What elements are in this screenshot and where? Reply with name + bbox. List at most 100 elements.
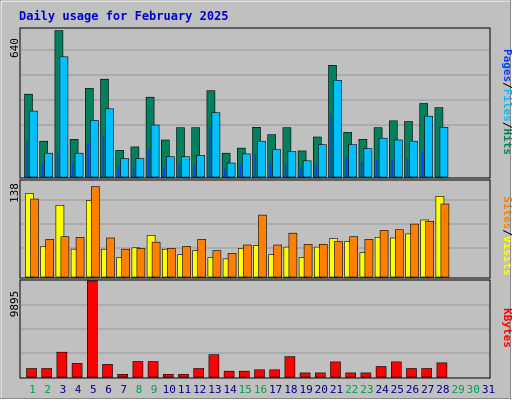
y-axis-max-label: 138	[8, 183, 21, 203]
day-label: 23	[360, 383, 373, 396]
files-bar	[272, 149, 282, 178]
sites-bar	[167, 248, 176, 278]
kbytes-bar	[314, 372, 326, 378]
pages-bar	[56, 151, 59, 177]
kbytes-bar	[330, 361, 341, 378]
legend-separator: /	[501, 82, 512, 89]
files-bar	[135, 158, 145, 178]
kbytes-bar	[193, 368, 204, 378]
pages-bar	[224, 168, 226, 177]
legend-item-files: Files	[501, 89, 512, 122]
kbytes-bar	[390, 361, 402, 378]
day-label: 29	[451, 383, 464, 396]
legend-label: Sites/Visits	[501, 196, 512, 276]
kbytes-bar	[254, 369, 265, 378]
sites-bar	[151, 241, 161, 278]
files-bar	[29, 110, 38, 178]
files-bar	[287, 151, 297, 178]
day-label: 22	[345, 383, 358, 396]
day-label: 6	[105, 383, 112, 396]
kbytes-bar	[163, 373, 174, 378]
day-label: 1	[29, 383, 36, 396]
day-label: 3	[60, 383, 67, 396]
kbytes-bar	[421, 368, 433, 378]
legend-item-kbytes: KBytes	[501, 308, 512, 348]
day-label: 31	[482, 383, 495, 396]
legend-item-visits: Visits	[501, 236, 512, 276]
day-label: 17	[269, 383, 282, 396]
pages-bar	[26, 141, 29, 177]
kbytes-bar	[178, 373, 189, 378]
y-axis-max-label: 640	[8, 38, 21, 58]
sites-bar	[379, 230, 389, 278]
day-label: 12	[193, 383, 206, 396]
files-bar	[90, 120, 99, 178]
pages-bar	[178, 164, 181, 177]
pages-bar	[102, 136, 105, 177]
kbytes-bar	[132, 361, 144, 378]
day-label: 24	[375, 383, 389, 396]
pages-bar	[117, 166, 120, 177]
files-bar	[166, 156, 175, 178]
kbytes-bar	[269, 369, 281, 378]
files-bar	[181, 156, 190, 178]
pages-bar	[345, 156, 348, 177]
bars	[24, 30, 450, 378]
files-bar	[196, 155, 205, 178]
day-label: 28	[436, 383, 449, 396]
day-label: 30	[467, 383, 480, 396]
files-bar	[302, 160, 312, 178]
day-label: 4	[75, 383, 82, 396]
files-bar	[242, 153, 251, 178]
day-label: 18	[284, 383, 297, 396]
pages-bar	[193, 165, 196, 177]
legend-item-hits: Hits	[501, 129, 512, 156]
pages-bar	[269, 163, 272, 177]
files-bar	[317, 144, 327, 178]
day-label: 27	[421, 383, 434, 396]
day-label: 14	[223, 383, 237, 396]
pages-bar	[41, 163, 44, 177]
files-bar	[150, 124, 160, 178]
files-bar	[393, 139, 403, 178]
sites-bar	[318, 244, 328, 278]
kbytes-bar	[56, 351, 68, 378]
day-label: 20	[315, 383, 328, 396]
day-label: 7	[120, 383, 127, 396]
sites-bar	[425, 221, 435, 278]
hits-bar	[176, 127, 185, 178]
pages-bar	[406, 158, 409, 177]
files-bar	[439, 127, 449, 178]
day-label: 21	[330, 383, 343, 396]
sites-bar	[258, 214, 267, 278]
files-bar	[257, 140, 266, 178]
hits-bar	[191, 127, 200, 178]
sites-bar	[91, 186, 100, 278]
y-axis-max-label: 9895	[8, 291, 21, 318]
kbytes-bar	[117, 373, 128, 378]
pages-bar	[421, 151, 424, 177]
sites-bar	[349, 236, 359, 278]
files-bar	[74, 152, 84, 178]
day-label: 11	[178, 383, 191, 396]
kbytes-bar	[87, 280, 98, 378]
files-bar	[59, 56, 69, 178]
pages-bar	[72, 163, 74, 177]
legend-label: KBytes	[501, 308, 512, 348]
sites-bar	[440, 203, 450, 278]
files-bar	[363, 148, 373, 178]
sites-bar	[60, 236, 70, 278]
kbytes-bar	[299, 372, 311, 378]
kbytes-bar	[406, 368, 417, 378]
kbytes-bar	[102, 364, 113, 378]
pages-bar	[391, 160, 393, 177]
sites-bar	[273, 244, 283, 278]
sites-bar	[364, 239, 374, 278]
day-label: 26	[406, 383, 419, 396]
day-label: 2	[44, 383, 51, 396]
sites-bar	[212, 250, 222, 278]
pages-bar	[254, 153, 257, 177]
files-bar	[378, 137, 388, 178]
kbytes-bar	[345, 372, 357, 378]
